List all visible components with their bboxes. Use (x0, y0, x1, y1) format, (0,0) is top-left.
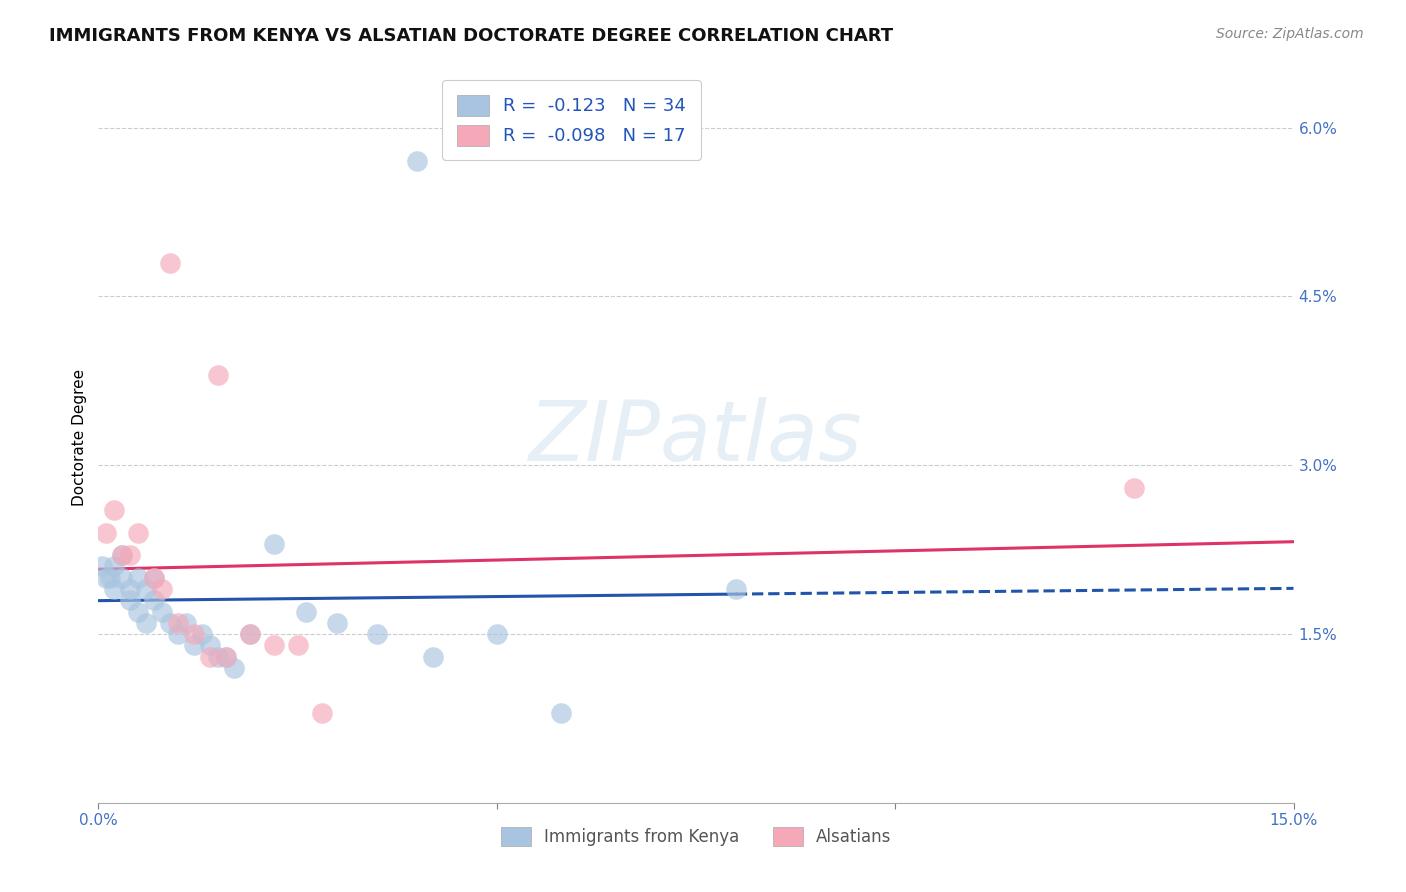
Point (215, 649, 238, 664)
Legend: Immigrants from Kenya, Alsatians: Immigrants from Kenya, Alsatians (494, 821, 898, 853)
Point (215, 649, 238, 664)
Point (143, 571, 166, 585)
Point (135, 615, 157, 630)
Point (96, 571, 118, 585)
Text: ZIPatlas: ZIPatlas (529, 397, 863, 477)
Point (150, 582, 173, 596)
Point (207, 368, 229, 383)
Point (406, 154, 429, 169)
Point (183, 627, 205, 641)
Point (120, 548, 142, 562)
Point (326, 615, 349, 630)
Point (167, 627, 190, 641)
Point (191, 627, 214, 641)
Point (103, 582, 125, 596)
Point (135, 582, 157, 596)
Point (366, 627, 388, 641)
Point (111, 548, 134, 562)
Point (724, 582, 747, 596)
Point (294, 605, 316, 619)
Point (167, 615, 190, 630)
Point (311, 706, 333, 720)
Point (143, 571, 166, 585)
Point (198, 638, 221, 652)
Text: Source: ZipAtlas.com: Source: ZipAtlas.com (1216, 27, 1364, 41)
Point (96, 525, 118, 540)
Point (150, 605, 173, 619)
Point (98, 571, 122, 585)
Point (127, 525, 149, 540)
Point (127, 571, 149, 585)
Point (485, 627, 508, 641)
Point (263, 638, 285, 652)
Point (174, 615, 197, 630)
Point (198, 649, 221, 664)
Y-axis label: Doctorate Degree: Doctorate Degree (72, 368, 87, 506)
Point (287, 638, 309, 652)
Point (422, 649, 444, 664)
Point (239, 627, 262, 641)
Point (550, 706, 572, 720)
Point (120, 593, 142, 607)
Point (111, 548, 134, 562)
Point (159, 615, 181, 630)
Point (183, 638, 205, 652)
Point (91, 559, 114, 574)
Point (222, 661, 245, 675)
Point (120, 582, 142, 596)
Point (103, 503, 125, 517)
Point (159, 255, 181, 269)
Point (127, 605, 149, 619)
Text: IMMIGRANTS FROM KENYA VS ALSATIAN DOCTORATE DEGREE CORRELATION CHART: IMMIGRANTS FROM KENYA VS ALSATIAN DOCTOR… (49, 27, 893, 45)
Point (207, 649, 229, 664)
Point (263, 537, 285, 551)
Point (111, 571, 134, 585)
Point (239, 627, 262, 641)
Point (1123, 481, 1146, 495)
Point (103, 559, 125, 574)
Point (143, 593, 166, 607)
